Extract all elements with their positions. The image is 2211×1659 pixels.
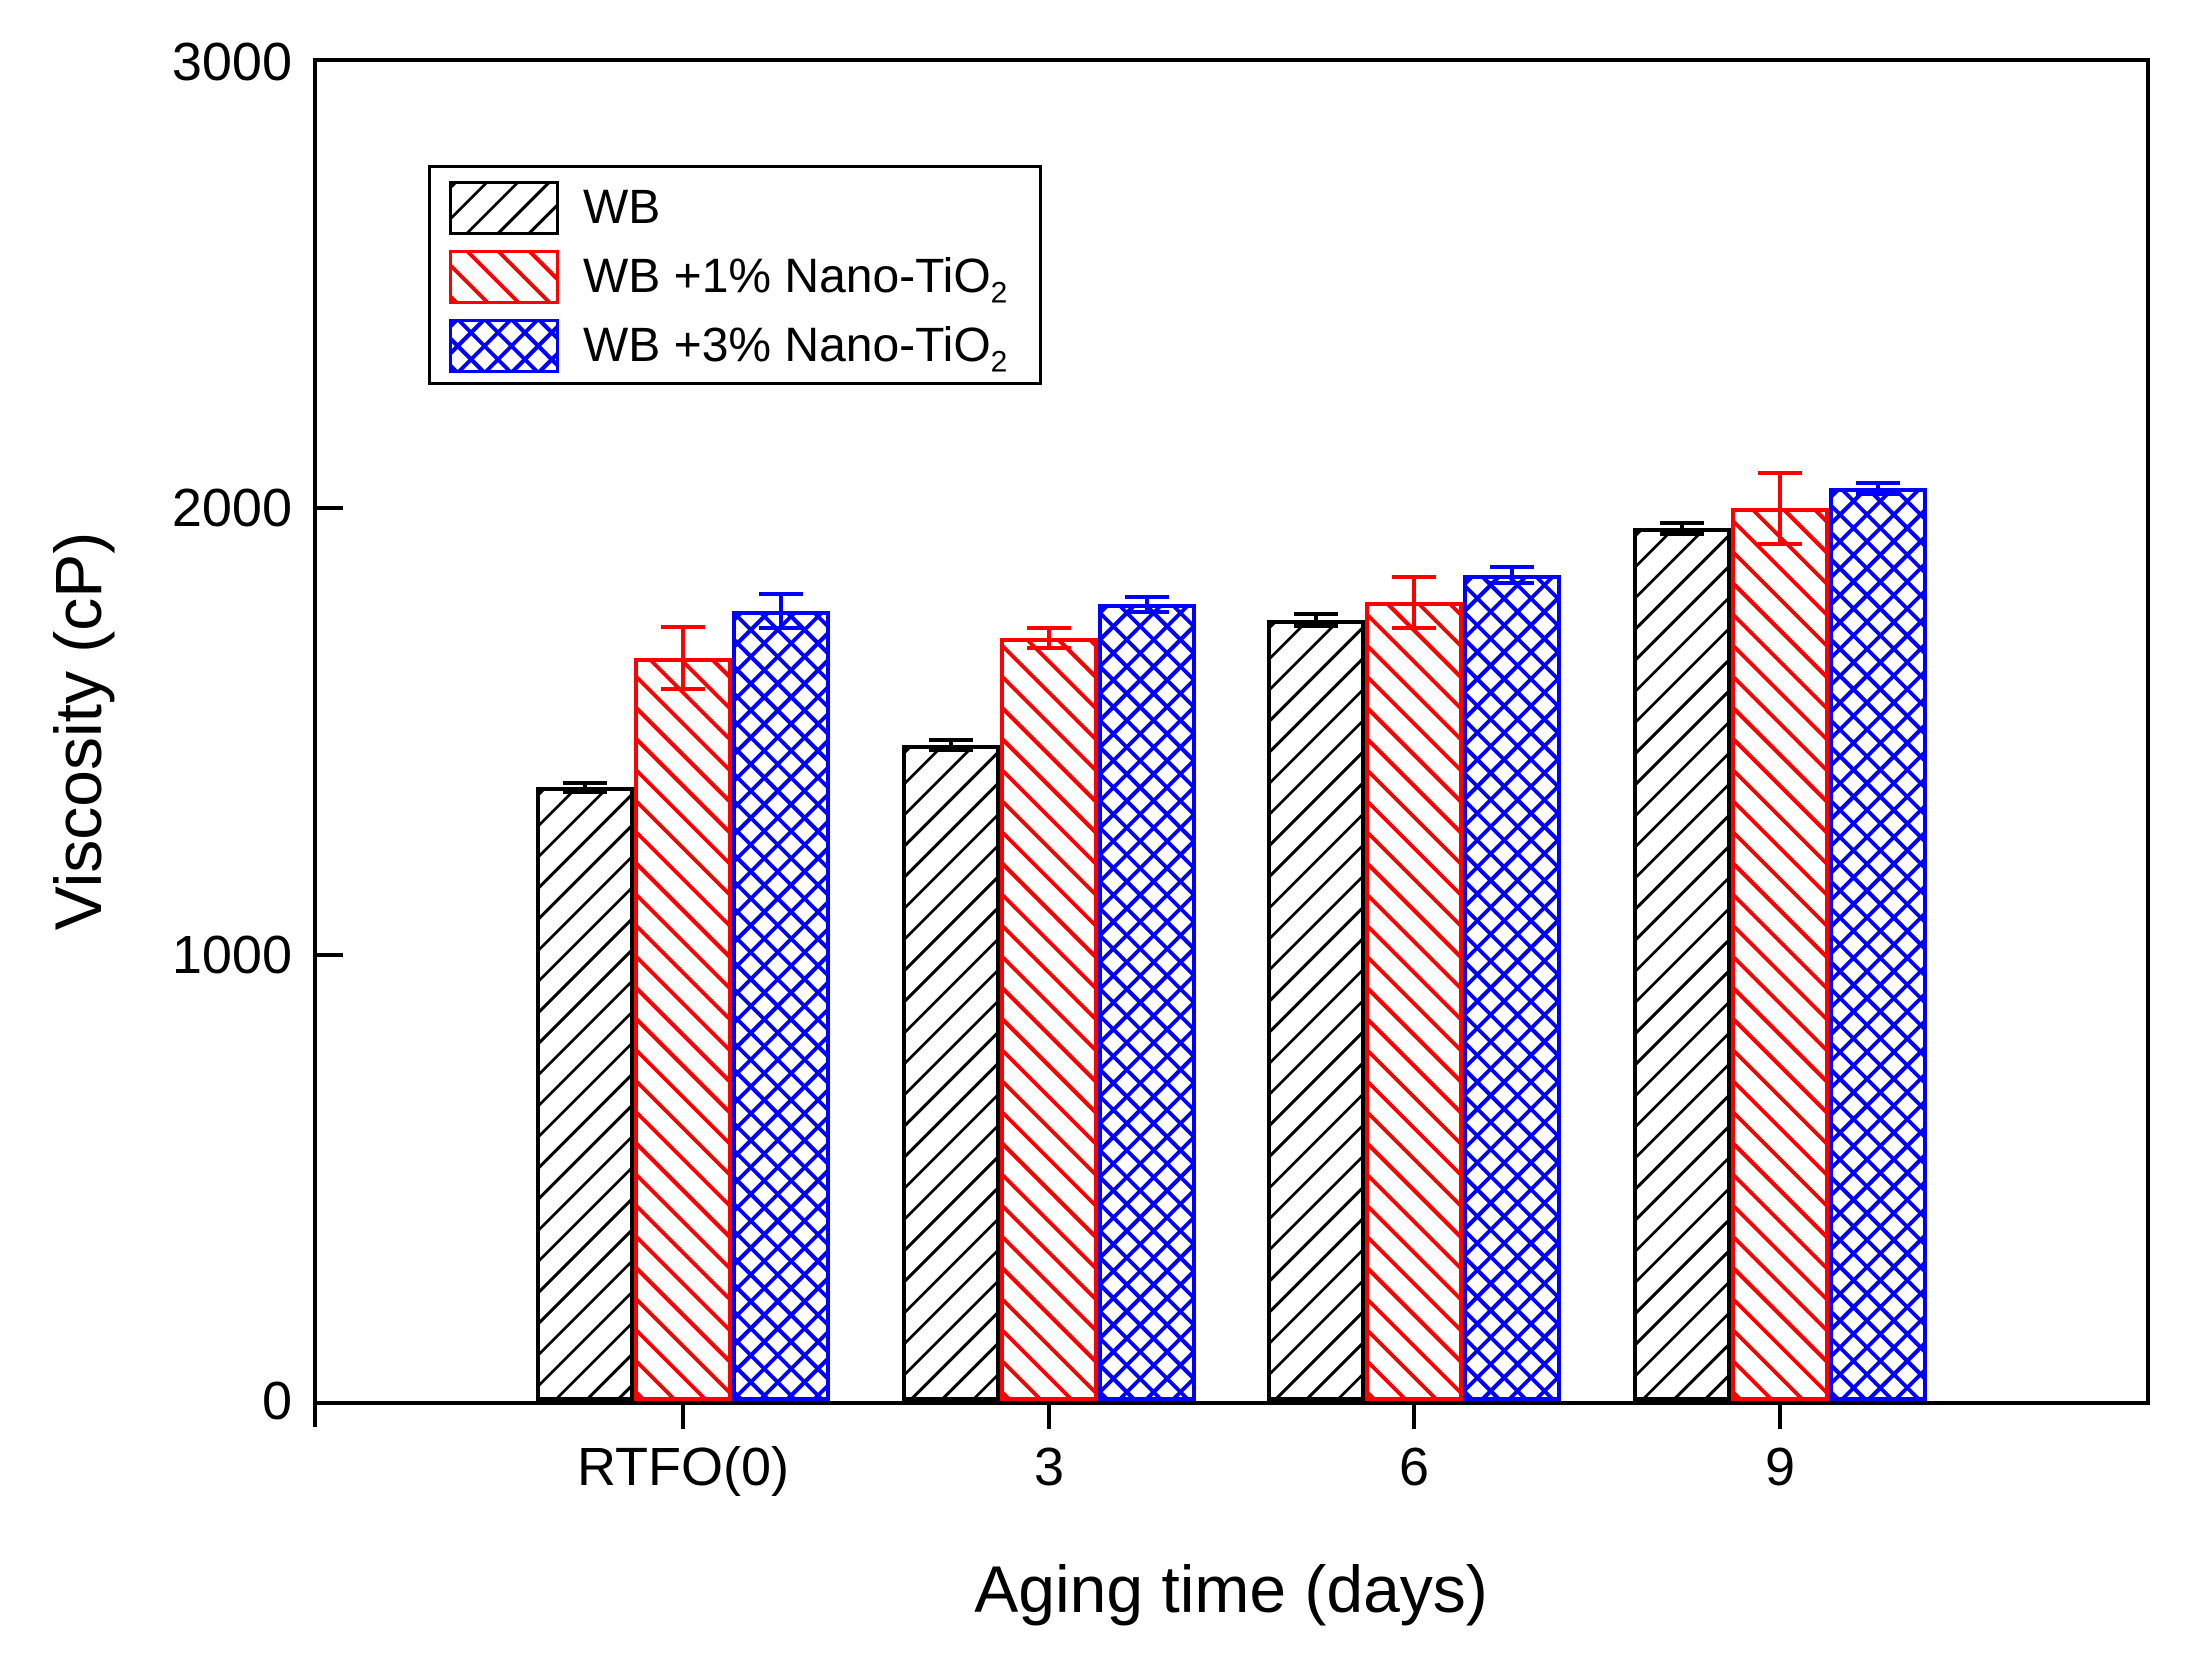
legend-box: WB WB +1% Nano-TiO2 WB +3% Nano-TiO2 — [428, 165, 1042, 385]
bar-series2-group2 — [1463, 575, 1562, 1401]
error-bar-cap-bottom-series2-group0 — [758, 625, 803, 630]
error-bar-cap-bottom-series1-group2 — [1392, 625, 1437, 630]
bar-series1-group2 — [1365, 602, 1464, 1401]
x-tick-label-9: 9 — [1764, 1437, 1796, 1497]
bar-series1-group0 — [633, 657, 732, 1401]
error-bar-cap-top-series0-group0 — [562, 780, 607, 785]
error-bar-cap-bottom-series0-group1 — [928, 747, 973, 752]
legend-label-subscript: 2 — [990, 276, 1008, 310]
error-bar-line-series1-group0 — [680, 626, 685, 690]
y-axis-title: Viscosity (cP) — [41, 531, 115, 931]
error-bar-cap-top-series0-group3 — [1660, 520, 1705, 525]
legend-label-text: WB +1% Nano-TiO — [583, 249, 991, 303]
bar-series2-group0 — [731, 610, 830, 1401]
x-tick-6 — [1412, 1405, 1416, 1429]
x-tick-label-rtfo0: RTFO(0) — [577, 1437, 789, 1497]
error-bar-cap-top-series2-group1 — [1124, 594, 1169, 599]
error-bar-cap-bottom-series0-group2 — [1294, 623, 1339, 628]
y-tick-label-3000: 3000 — [171, 32, 292, 92]
error-bar-cap-top-series0-group1 — [928, 737, 973, 742]
error-bar-cap-top-series1-group3 — [1758, 470, 1803, 475]
x-tick-label-6: 6 — [1398, 1437, 1430, 1497]
bar-series0-group3 — [1633, 528, 1732, 1401]
bar-series1-group3 — [1731, 508, 1830, 1401]
error-bar-line-series2-group0 — [778, 594, 783, 628]
legend-row-wb-1pct: WB +1% Nano-TiO2 — [449, 242, 1039, 311]
y-tick-1000 — [317, 952, 343, 957]
x-tick-label-3: 3 — [1033, 1437, 1065, 1497]
legend-label-text: WB — [583, 180, 661, 234]
error-bar-line-series1-group2 — [1412, 576, 1417, 628]
y-tick-2000 — [317, 506, 343, 511]
x-tick-3 — [1047, 1405, 1051, 1429]
bar-series2-group1 — [1097, 604, 1196, 1401]
error-bar-cap-bottom-series2-group3 — [1856, 491, 1901, 496]
x-axis-title: Aging time (days) — [974, 1552, 1488, 1626]
error-bar-line-series0-group2 — [1314, 614, 1319, 626]
error-bar-cap-top-series1-group1 — [1026, 625, 1071, 630]
error-bar-cap-bottom-series1-group0 — [660, 687, 705, 692]
legend-swatch-wb-3pct — [449, 318, 559, 373]
bar-series0-group2 — [1267, 619, 1366, 1401]
legend-label-text: WB +3% Nano-TiO — [583, 318, 991, 372]
error-bar-cap-bottom-series1-group1 — [1026, 645, 1071, 650]
error-bar-line-series0-group3 — [1680, 522, 1685, 535]
error-bar-cap-top-series2-group3 — [1856, 480, 1901, 485]
error-bar-line-series2-group3 — [1876, 482, 1881, 494]
legend-label-wb-3pct: WB +3% Nano-TiO2 — [583, 318, 1007, 377]
error-bar-line-series0-group0 — [582, 782, 587, 792]
bar-series2-group3 — [1829, 488, 1928, 1401]
x-tick-9 — [1778, 1405, 1782, 1429]
legend-label-wb: WB — [583, 180, 661, 234]
error-bar-cap-bottom-series0-group0 — [562, 789, 607, 794]
legend-label-wb-1pct: WB +1% Nano-TiO2 — [583, 249, 1007, 308]
bar-series1-group1 — [999, 637, 1098, 1401]
bar-series0-group0 — [535, 787, 634, 1401]
error-bar-cap-top-series1-group0 — [660, 624, 705, 629]
error-bar-cap-top-series1-group2 — [1392, 574, 1437, 579]
y-tick-label-1000: 1000 — [171, 925, 292, 985]
plot-area — [313, 58, 2150, 1405]
error-bar-cap-top-series0-group2 — [1294, 612, 1339, 617]
error-bar-line-series1-group3 — [1778, 472, 1783, 545]
error-bar-cap-bottom-series2-group1 — [1124, 609, 1169, 614]
legend-swatch-wb-1pct — [449, 249, 559, 304]
error-bar-line-series1-group1 — [1046, 627, 1051, 648]
error-bar-cap-top-series2-group2 — [1490, 565, 1535, 570]
legend-row-wb-3pct: WB +3% Nano-TiO2 — [449, 311, 1039, 380]
error-bar-cap-bottom-series2-group2 — [1490, 581, 1535, 586]
legend-swatch-wb — [449, 180, 559, 235]
error-bar-line-series0-group1 — [948, 739, 953, 750]
legend-label-subscript: 2 — [990, 345, 1008, 379]
y-tick-label-0: 0 — [261, 1371, 292, 1431]
y-tick-label-2000: 2000 — [171, 478, 292, 538]
x-tick-rtfo0 — [681, 1405, 685, 1429]
error-bar-cap-top-series2-group0 — [758, 592, 803, 597]
y-axis-overshoot — [313, 1405, 317, 1427]
error-bar-cap-bottom-series1-group3 — [1758, 542, 1803, 547]
legend-row-wb: WB — [449, 173, 1039, 242]
bar-series0-group1 — [901, 744, 1000, 1401]
error-bar-line-series2-group2 — [1510, 567, 1515, 584]
error-bar-line-series2-group1 — [1144, 596, 1149, 612]
error-bar-cap-bottom-series0-group3 — [1660, 532, 1705, 537]
